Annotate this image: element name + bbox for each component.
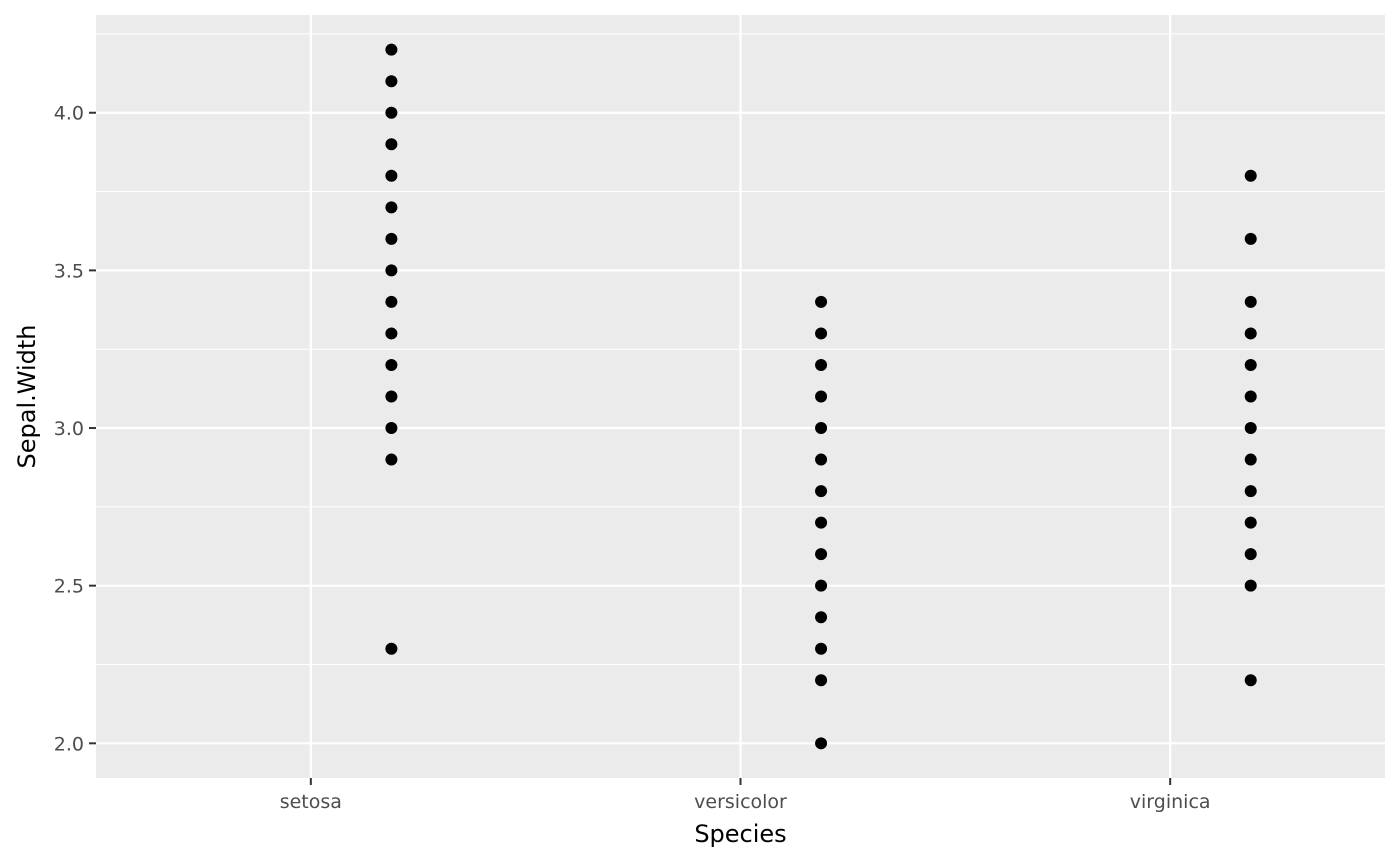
data-point xyxy=(815,358,828,371)
y-tick-label: 3.5 xyxy=(54,260,84,282)
data-point xyxy=(385,453,398,466)
data-point xyxy=(815,453,828,466)
data-point xyxy=(1244,422,1257,435)
data-point xyxy=(385,43,398,56)
data-point xyxy=(385,75,398,88)
data-point xyxy=(385,264,398,277)
data-point xyxy=(1244,579,1257,592)
data-point xyxy=(385,642,398,655)
y-axis-title: Sepal.Width xyxy=(13,325,41,469)
x-tick-label: versicolor xyxy=(694,791,787,813)
y-tick-label: 2.0 xyxy=(54,733,84,755)
data-point xyxy=(815,422,828,435)
data-point xyxy=(385,106,398,119)
data-point xyxy=(1244,674,1257,687)
data-point xyxy=(815,295,828,308)
data-point xyxy=(385,295,398,308)
data-point xyxy=(815,548,828,561)
y-tick-label: 2.5 xyxy=(54,576,84,598)
data-point xyxy=(1244,358,1257,371)
x-axis-title: Species xyxy=(694,820,786,848)
data-point xyxy=(385,327,398,340)
x-tick-label: setosa xyxy=(280,791,342,813)
data-point xyxy=(1244,390,1257,403)
y-tick-label: 3.0 xyxy=(54,418,84,440)
data-points xyxy=(385,43,1257,750)
data-point xyxy=(1244,169,1257,182)
data-point xyxy=(815,485,828,498)
data-point xyxy=(1244,548,1257,561)
data-point xyxy=(1244,516,1257,529)
data-point xyxy=(815,516,828,529)
data-point xyxy=(385,201,398,214)
data-point xyxy=(385,232,398,245)
data-point xyxy=(815,737,828,750)
data-point xyxy=(1244,295,1257,308)
data-point xyxy=(815,390,828,403)
data-point xyxy=(1244,327,1257,340)
data-point xyxy=(1244,485,1257,498)
data-point xyxy=(385,169,398,182)
x-tick-label: virginica xyxy=(1130,791,1211,813)
data-point xyxy=(815,642,828,655)
data-point xyxy=(385,138,398,151)
data-point xyxy=(385,422,398,435)
y-axis: 2.0 2.5 3.0 3.5 4.0 xyxy=(54,103,96,755)
data-point xyxy=(815,674,828,687)
data-point xyxy=(385,390,398,403)
major-gridlines xyxy=(96,15,1385,778)
data-point xyxy=(1244,453,1257,466)
data-point xyxy=(1244,232,1257,245)
data-point xyxy=(385,358,398,371)
data-point xyxy=(815,579,828,592)
x-axis: setosa versicolor virginica xyxy=(280,778,1211,813)
y-tick-label: 4.0 xyxy=(54,103,84,125)
data-point xyxy=(815,327,828,340)
data-point xyxy=(815,611,828,624)
